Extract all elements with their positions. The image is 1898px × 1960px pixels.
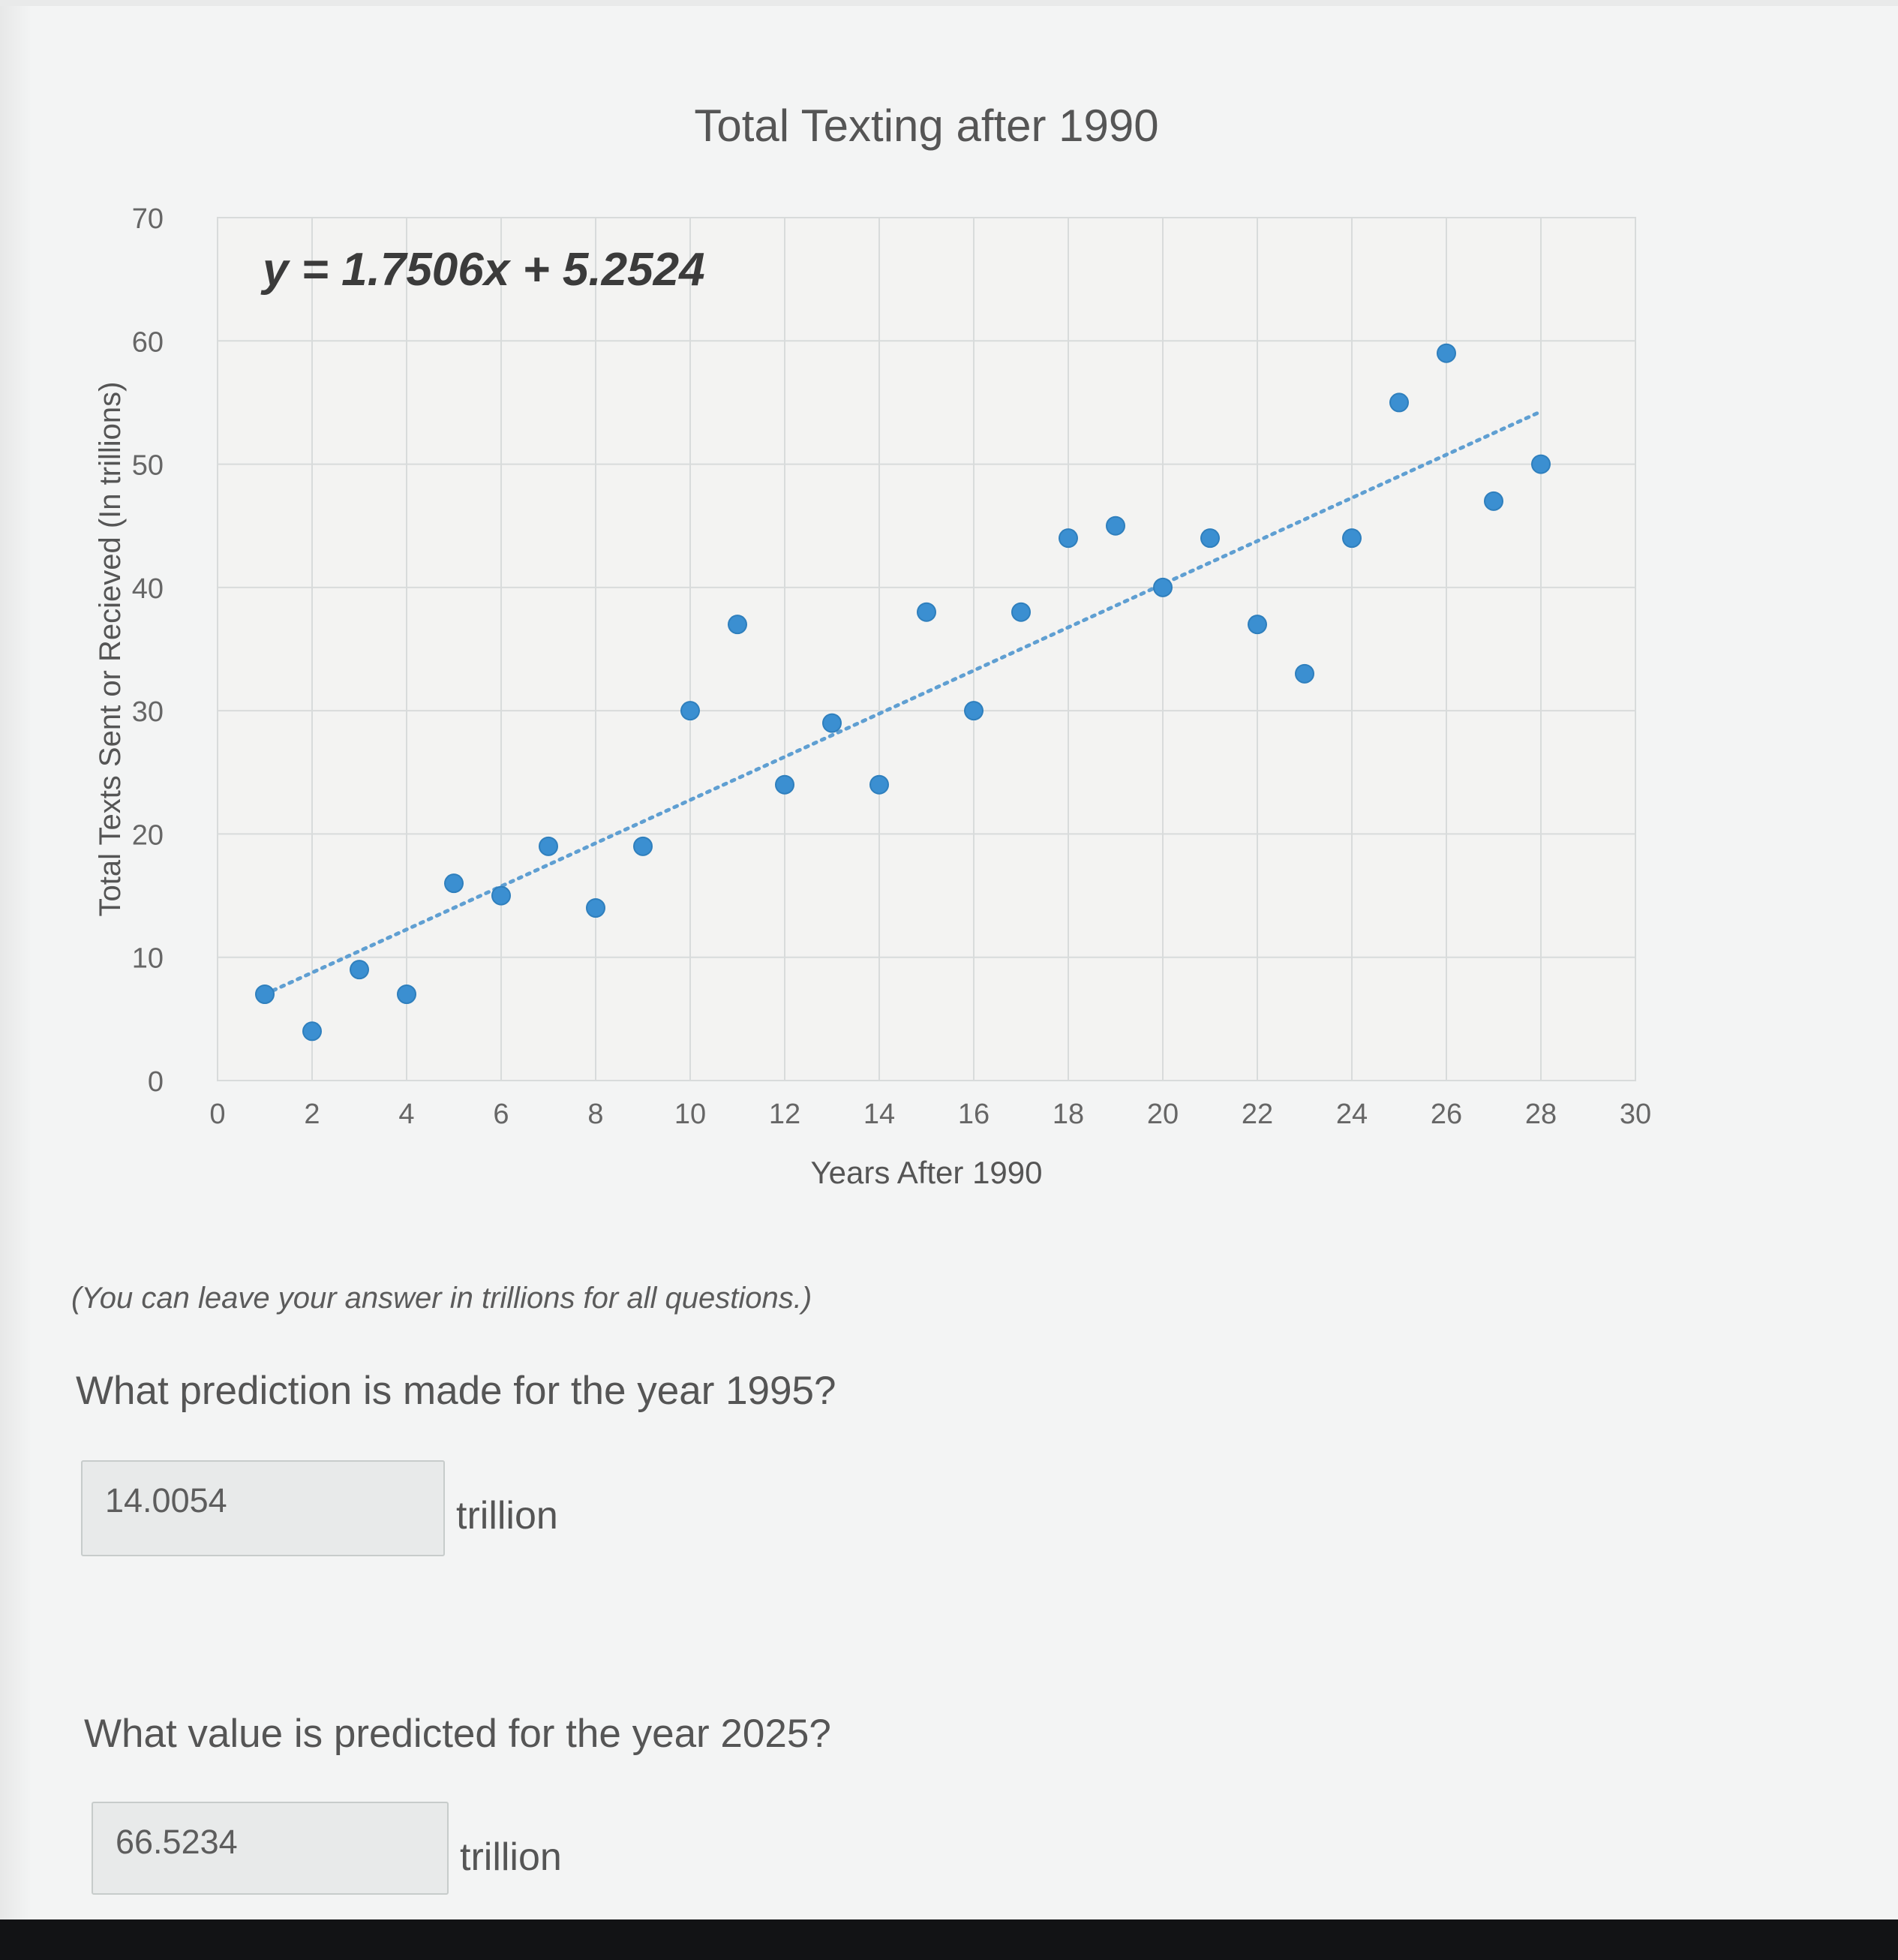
y-tick-label: 50 <box>132 450 164 482</box>
data-point <box>1011 602 1031 622</box>
x-tick-label: 4 <box>398 1099 414 1130</box>
data-point <box>1248 615 1267 635</box>
x-tick-label: 18 <box>1053 1099 1084 1130</box>
data-point <box>1153 577 1173 597</box>
data-point <box>680 701 700 721</box>
x-tick-label: 16 <box>958 1099 990 1130</box>
y-axis-label: Total Texts Sent or Recieved (In trillio… <box>94 382 127 917</box>
answer-input-1995[interactable]: 14.0054 <box>81 1460 445 1556</box>
chart-svg: Total Texting after 1990 y = 1.7506x + 5.… <box>94 101 1651 1190</box>
data-point <box>1106 516 1125 536</box>
y-tick-label: 40 <box>132 573 164 605</box>
data-point <box>1059 528 1078 549</box>
data-point <box>822 713 842 733</box>
trendline <box>263 409 1543 997</box>
top-strip <box>0 0 1898 6</box>
x-tick-label: 20 <box>1147 1099 1179 1130</box>
data-point <box>539 836 558 856</box>
data-point <box>586 898 605 918</box>
data-point <box>917 602 936 622</box>
data-point <box>775 774 794 795</box>
x-tick-label: 30 <box>1620 1099 1651 1130</box>
data-point <box>633 836 653 856</box>
instruction-note: (You can leave your answer in trillions … <box>71 1282 812 1315</box>
data-point <box>1531 454 1551 474</box>
data-point <box>444 873 464 894</box>
question-1995: What prediction is made for the year 199… <box>76 1369 836 1413</box>
data-point <box>397 985 416 1004</box>
y-tick-label: 20 <box>132 819 164 851</box>
bottom-bezel <box>0 1919 1898 1960</box>
data-point <box>1295 663 1314 684</box>
x-tick-label: 14 <box>863 1099 895 1130</box>
x-tick-label: 10 <box>674 1099 706 1130</box>
x-tick-label: 2 <box>304 1099 320 1130</box>
data-point <box>964 701 984 721</box>
answer-unit-2025: trillion <box>460 1835 562 1879</box>
y-tick-label: 60 <box>132 326 164 358</box>
x-tick-label: 12 <box>769 1099 800 1130</box>
data-point <box>1389 392 1409 413</box>
data-point <box>1484 491 1503 511</box>
x-tick-label: 8 <box>587 1099 603 1130</box>
plot-area <box>217 217 1636 1081</box>
data-point <box>1200 528 1220 549</box>
x-tick-label: 22 <box>1242 1099 1273 1130</box>
data-point <box>350 960 369 980</box>
answer-unit-1995: trillion <box>456 1494 558 1538</box>
x-tick-label: 0 <box>209 1099 225 1130</box>
data-point <box>302 1021 322 1042</box>
question-2025: What value is predicted for the year 202… <box>84 1712 831 1756</box>
y-tick-label: 70 <box>132 203 164 235</box>
x-tick-label: 6 <box>493 1099 509 1130</box>
x-tick-label: 28 <box>1525 1099 1557 1130</box>
y-tick-label: 10 <box>132 943 164 975</box>
data-point <box>869 774 889 795</box>
data-point <box>728 615 747 635</box>
answer-value-1995: 14.0054 <box>105 1481 227 1520</box>
x-tick-label: 24 <box>1336 1099 1368 1130</box>
y-tick-label: 30 <box>132 696 164 728</box>
x-tick-label: 26 <box>1431 1099 1462 1130</box>
x-axis-label: Years After 1990 <box>810 1155 1042 1190</box>
data-point <box>1437 343 1456 363</box>
data-point <box>255 985 275 1004</box>
data-point <box>1342 528 1362 549</box>
y-tick-label: 0 <box>148 1066 164 1098</box>
trendline-equation: y = 1.7506x + 5.2524 <box>260 244 705 296</box>
scatter-chart: Total Texting after 1990 y = 1.7506x + 5.… <box>83 98 1740 1223</box>
chart-title: Total Texting after 1990 <box>694 101 1158 151</box>
answer-value-2025: 66.5234 <box>116 1823 238 1861</box>
answer-input-2025[interactable]: 66.5234 <box>92 1802 449 1895</box>
data-point <box>491 885 511 906</box>
left-bezel <box>0 0 32 1919</box>
